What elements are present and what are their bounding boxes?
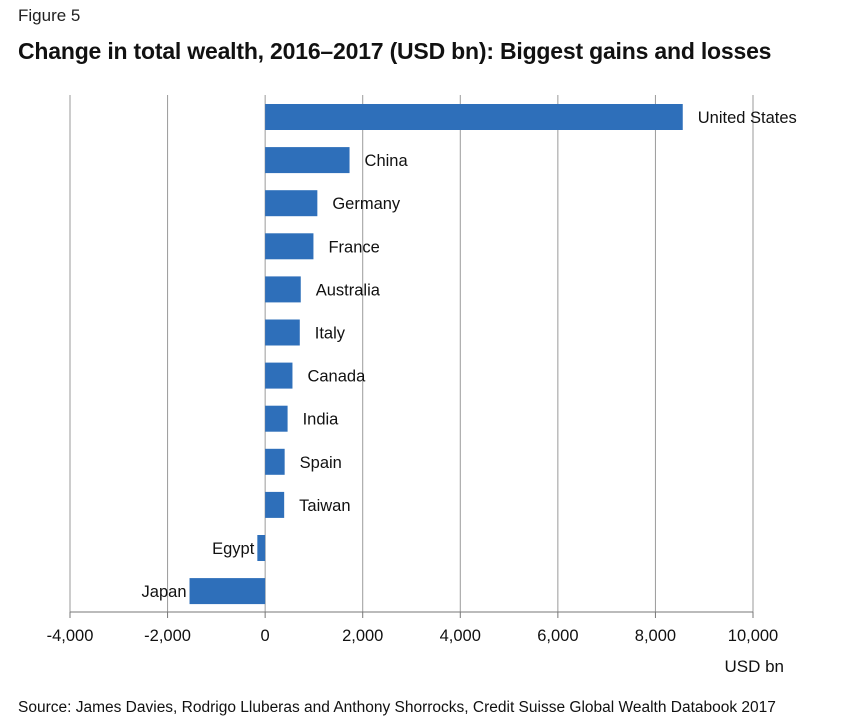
bar — [265, 190, 318, 217]
bar-labels: United States China Germany France Australia… — [142, 109, 797, 601]
bar — [265, 104, 683, 130]
bars — [189, 104, 683, 605]
bar-label: India — [303, 411, 340, 429]
bar-label: Italy — [315, 325, 346, 343]
chart-title: Change in total wealth, 2016–2017 (USD b… — [18, 38, 772, 64]
bar-label: United States — [698, 109, 797, 127]
x-tick-label: -4,000 — [47, 627, 94, 645]
x-tick-labels: -4,000 -2,000 0 2,000 4,000 6,000 8,000 10,000 — [47, 627, 779, 645]
x-tick-label: 0 — [261, 627, 270, 645]
bar-label: Australia — [316, 281, 381, 299]
bar — [257, 535, 266, 561]
x-tick-label: 8,000 — [635, 627, 676, 645]
x-tick-label: 2,000 — [342, 627, 383, 645]
figure-label: Figure 5 — [18, 6, 81, 25]
bar-chart: United States China Germany France Australia… — [47, 95, 797, 676]
bar — [265, 448, 285, 475]
x-tick-label: 10,000 — [728, 627, 778, 645]
bar-label: Taiwan — [299, 497, 350, 515]
bar — [265, 362, 293, 389]
bar — [189, 578, 266, 605]
bar-label: Egypt — [212, 540, 255, 558]
bar — [265, 233, 314, 260]
bar — [265, 276, 301, 303]
x-tick-label: 4,000 — [440, 627, 481, 645]
bar-label: Japan — [142, 583, 187, 601]
bar-label: Canada — [307, 368, 366, 386]
bar-label: France — [328, 238, 379, 256]
gridlines — [69, 95, 754, 612]
x-tick-label: -2,000 — [144, 627, 191, 645]
x-tick-label: 6,000 — [537, 627, 578, 645]
x-axis-label: USD bn — [724, 657, 784, 676]
bar-label: Germany — [332, 195, 401, 213]
bar-label: China — [365, 152, 409, 170]
bar — [265, 405, 288, 432]
bar — [265, 491, 285, 518]
source-note: Source: James Davies, Rodrigo Lluberas a… — [18, 699, 776, 716]
x-axis — [69, 611, 754, 618]
bar-label: Spain — [300, 454, 342, 472]
bar — [265, 147, 350, 174]
bar — [265, 319, 300, 346]
